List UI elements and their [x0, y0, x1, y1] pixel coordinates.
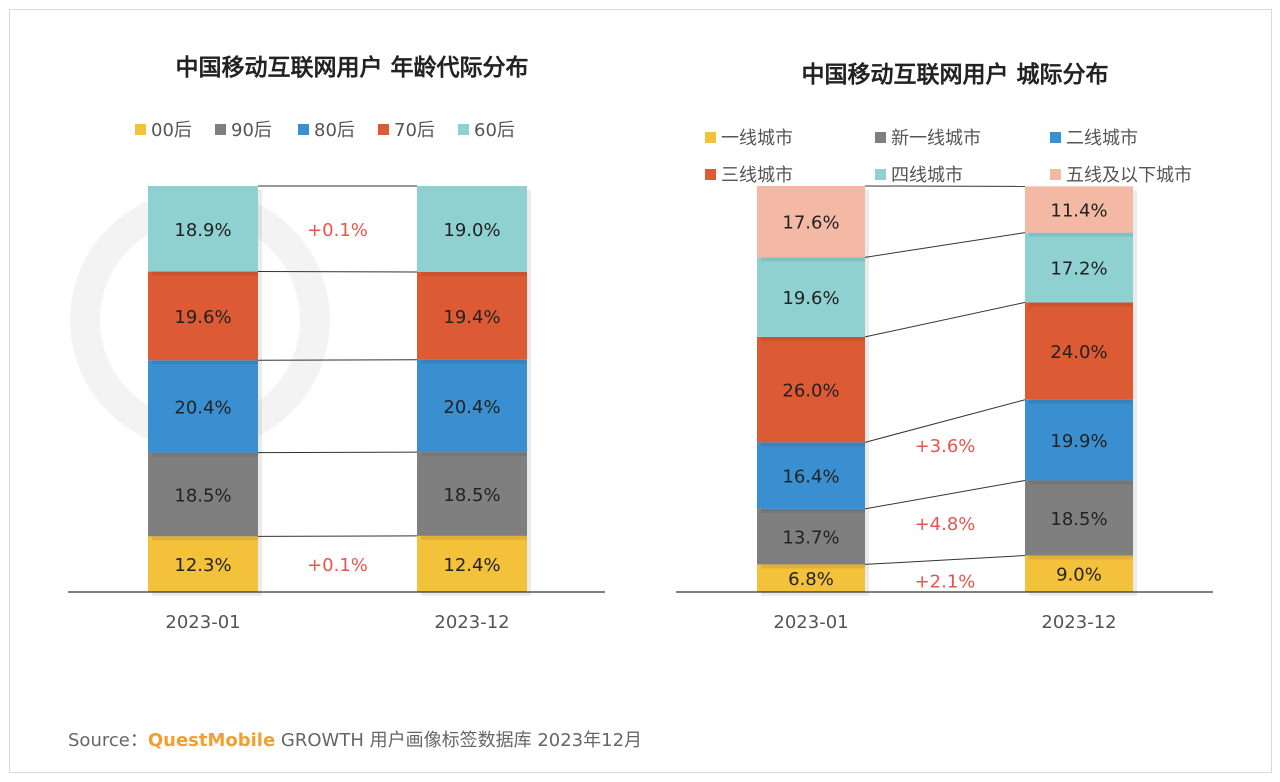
legend-swatch: [875, 132, 886, 143]
connector-line: [864, 479, 1026, 510]
value-label: 9.0%: [1056, 565, 1102, 586]
bar-segment: [148, 452, 258, 537]
legend-label: 四线城市: [891, 165, 963, 186]
chart-title: 中国移动互联网用户 年龄代际分布: [175, 54, 528, 81]
bar-segment: [148, 271, 258, 361]
bar-segment: [417, 452, 527, 536]
bar-segment: [1025, 480, 1133, 556]
bar-segment: [757, 508, 865, 565]
x-tick-label: 2023-01: [773, 612, 848, 633]
chart-frame: [9, 9, 1272, 773]
legend-label: 一线城市: [721, 128, 793, 149]
connector-line: [864, 301, 1026, 338]
bar-segment: [417, 271, 527, 360]
legend-swatch: [135, 124, 146, 135]
delta-annotation: +0.1%: [307, 220, 368, 241]
delta-annotation: +0.1%: [307, 555, 368, 576]
value-label: 19.9%: [1050, 431, 1107, 452]
value-label: 19.6%: [174, 307, 231, 328]
value-label: 19.4%: [443, 307, 500, 328]
legend-label: 五线及以下城市: [1066, 165, 1192, 186]
x-tick-label: 2023-01: [165, 612, 240, 633]
bar-segment: [1025, 302, 1133, 400]
bar-segment: [417, 359, 527, 453]
value-label: 20.4%: [174, 397, 231, 418]
legend-label: 二线城市: [1066, 128, 1138, 149]
value-label: 13.7%: [782, 528, 839, 549]
value-label: 24.0%: [1050, 342, 1107, 363]
legend-label: 新一线城市: [891, 128, 981, 149]
bar-segment: [1025, 399, 1133, 481]
bar-segment: [417, 186, 527, 272]
legend-swatch: [705, 169, 716, 180]
source-label: Source：: [68, 730, 148, 751]
value-label: 18.9%: [174, 220, 231, 241]
chart-title: 中国移动互联网用户 城际分布: [801, 61, 1108, 88]
value-label: 18.5%: [443, 485, 500, 506]
bar-segment: [757, 336, 865, 443]
value-label: 16.4%: [782, 467, 839, 488]
legend-label: 三线城市: [721, 165, 793, 186]
bar-segment: [148, 360, 258, 453]
value-label: 12.3%: [174, 555, 231, 576]
connector-line: [864, 554, 1026, 565]
value-label: 17.6%: [782, 213, 839, 234]
legend-swatch: [875, 169, 886, 180]
bar-segment: [148, 536, 258, 592]
value-label: 18.5%: [1050, 509, 1107, 530]
legend-swatch: [458, 124, 469, 135]
connector-line: [864, 399, 1026, 443]
bar-segment: [757, 564, 865, 592]
value-label: 19.6%: [782, 288, 839, 309]
value-label: 6.8%: [788, 569, 834, 590]
legend-label: 00后: [151, 120, 192, 141]
x-tick-label: 2023-12: [434, 612, 509, 633]
legend-swatch: [705, 132, 716, 143]
value-label: 11.4%: [1050, 201, 1107, 222]
connector-line: [864, 232, 1026, 258]
legend-label: 90后: [231, 120, 272, 141]
delta-annotation: +4.8%: [915, 514, 976, 535]
bar-segment: [1025, 232, 1133, 303]
legend-label: 70后: [394, 120, 435, 141]
bar-segment: [757, 442, 865, 509]
legend-label: 80后: [314, 120, 355, 141]
legend-swatch: [1050, 169, 1061, 180]
bar-segment: [757, 257, 865, 337]
source-brand: QuestMobile: [147, 730, 276, 751]
delta-annotation: +2.1%: [915, 572, 976, 593]
legend-swatch: [1050, 132, 1061, 143]
legend-label: 60后: [474, 120, 515, 141]
value-label: 20.4%: [443, 397, 500, 418]
value-label: 26.0%: [782, 381, 839, 402]
value-label: 18.5%: [174, 485, 231, 506]
source-line: Source：QuestMobile GROWTH 用户画像标签数据库 2023…: [68, 726, 642, 752]
legend-swatch: [378, 124, 389, 135]
value-label: 17.2%: [1050, 259, 1107, 280]
value-label: 19.0%: [443, 220, 500, 241]
x-tick-label: 2023-12: [1041, 612, 1116, 633]
bar-segment: [757, 186, 865, 258]
bar-segment: [1025, 186, 1133, 233]
legend-swatch: [298, 124, 309, 135]
bar-segment: [1025, 555, 1133, 592]
bar-segment: [148, 186, 258, 272]
source-text: GROWTH 用户画像标签数据库 2023年12月: [280, 730, 643, 751]
legend-swatch: [215, 124, 226, 135]
delta-annotation: +3.6%: [915, 436, 976, 457]
bar-segment: [417, 535, 527, 592]
value-label: 12.4%: [443, 555, 500, 576]
